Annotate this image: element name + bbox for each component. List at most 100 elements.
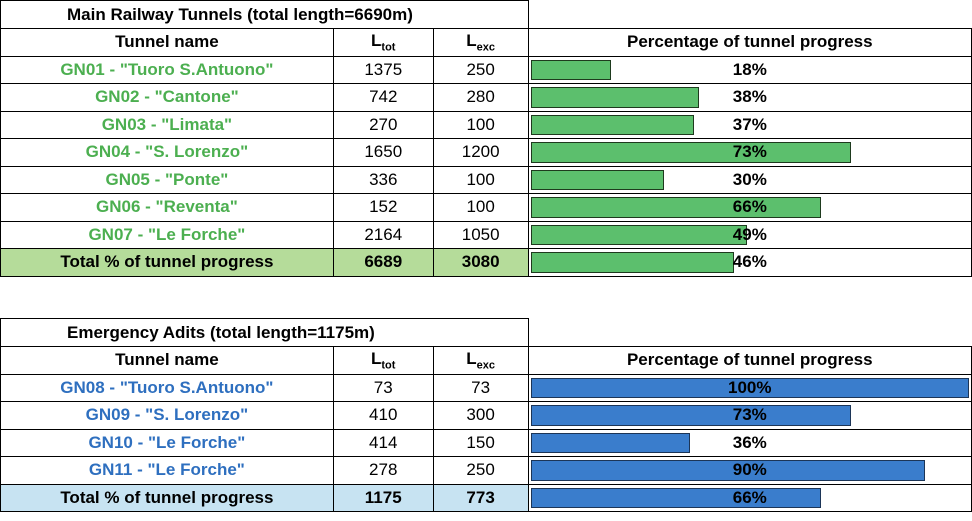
header-ltot-sub: tot xyxy=(381,359,396,372)
progress-percent: 30% xyxy=(732,169,767,189)
table-row: GN08 - "Tuoro S.Antuono" 73 73 100% xyxy=(0,373,972,402)
progress-cell: 46% xyxy=(527,248,972,277)
tunnel-name: GN05 - "Ponte" xyxy=(0,165,334,194)
table-row: GN05 - "Ponte" 336 100 30% xyxy=(0,165,972,194)
progress-percent: 18% xyxy=(732,59,767,79)
header-tunnel-name: Tunnel name xyxy=(0,346,334,375)
total-label: Total % of tunnel progress xyxy=(0,248,334,277)
tunnel-name: GN02 - "Cantone" xyxy=(0,83,334,112)
ltot-value: 278 xyxy=(332,456,434,485)
header-ltot: Ltot xyxy=(332,28,434,57)
progress-bar xyxy=(530,114,694,135)
progress-cell: 36% xyxy=(527,428,972,457)
tunnel-name: GN08 - "Tuoro S.Antuono" xyxy=(0,373,334,402)
ltot-value: 1650 xyxy=(332,138,434,167)
progress-bar xyxy=(530,252,734,273)
ltot-value: 73 xyxy=(332,373,434,402)
lexc-value: 300 xyxy=(432,401,529,430)
main-tunnels-table: Main Railway Tunnels (total length=6690m… xyxy=(0,0,972,277)
progress-percent: 36% xyxy=(732,432,767,452)
header-percentage: Percentage of tunnel progress xyxy=(527,346,972,375)
ltot-value: 1175 xyxy=(332,483,434,512)
progress-bar xyxy=(530,87,699,108)
progress-percent: 73% xyxy=(732,142,767,162)
ltot-value: 6689 xyxy=(332,248,434,277)
table-row: GN01 - "Tuoro S.Antuono" 1375 250 18% xyxy=(0,55,972,84)
table-row: GN03 - "Limata" 270 100 37% xyxy=(0,110,972,139)
tunnel-name: GN07 - "Le Forche" xyxy=(0,220,334,249)
tunnel-name: GN04 - "S. Lorenzo" xyxy=(0,138,334,167)
lexc-value: 1050 xyxy=(432,220,529,249)
progress-percent: 66% xyxy=(732,487,767,507)
progress-bar xyxy=(530,197,821,218)
progress-bar xyxy=(530,460,925,481)
progress-bar xyxy=(530,487,821,508)
progress-cell: 49% xyxy=(527,220,972,249)
ltot-value: 270 xyxy=(332,110,434,139)
table-title: Emergency Adits (total length=1175m) xyxy=(0,318,529,347)
header-percentage: Percentage of tunnel progress xyxy=(527,28,972,57)
lexc-value: 3080 xyxy=(432,248,529,277)
empty-cell xyxy=(528,319,971,347)
ltot-value: 2164 xyxy=(332,220,434,249)
progress-bar xyxy=(530,224,747,245)
lexc-value: 100 xyxy=(432,193,529,222)
progress-bar xyxy=(530,377,969,398)
progress-bar xyxy=(530,405,851,426)
header-lexc-sub: exc xyxy=(476,359,495,372)
header-lexc-sub: exc xyxy=(476,41,496,54)
progress-percent: 38% xyxy=(732,87,767,107)
ltot-value: 1375 xyxy=(332,55,434,84)
total-label: Total % of tunnel progress xyxy=(0,483,334,512)
total-row: Total % of tunnel progress 1175 773 66% xyxy=(0,483,972,512)
progress-percent: 46% xyxy=(732,252,767,272)
progress-bar xyxy=(530,169,664,190)
header-row: Tunnel name Ltot Lexc Percentage of tunnel … xyxy=(0,28,972,57)
ltot-value: 410 xyxy=(332,401,434,430)
tunnel-name: GN10 - "Le Forche" xyxy=(0,428,334,457)
empty-cell xyxy=(528,1,971,29)
progress-percent: 66% xyxy=(732,197,767,217)
total-row: Total % of tunnel progress 6689 3080 46% xyxy=(0,248,972,277)
tunnel-name: GN03 - "Limata" xyxy=(0,110,334,139)
header-lexc: Lexc xyxy=(432,28,529,57)
tunnel-name: GN06 - "Reventa" xyxy=(0,193,334,222)
table-row: GN07 - "Le Forche" 2164 1050 49% xyxy=(0,220,972,249)
progress-percent: 37% xyxy=(732,114,767,134)
progress-cell: 38% xyxy=(527,83,972,112)
lexc-value: 773 xyxy=(432,483,529,512)
lexc-value: 73 xyxy=(432,373,529,402)
progress-cell: 37% xyxy=(527,110,972,139)
emergency-adits-table: Emergency Adits (total length=1175m) Tunn… xyxy=(0,318,972,512)
progress-cell: 66% xyxy=(527,193,972,222)
header-ltot-base: L xyxy=(371,31,382,51)
lexc-value: 250 xyxy=(432,55,529,84)
header-lexc: Lexc xyxy=(432,346,529,375)
table-row: GN06 - "Reventa" 152 100 66% xyxy=(0,193,972,222)
progress-cell: 73% xyxy=(527,401,972,430)
lexc-value: 150 xyxy=(432,428,529,457)
table-row: GN04 - "S. Lorenzo" 1650 1200 73% xyxy=(0,138,972,167)
table-title-row: Main Railway Tunnels (total length=6690m… xyxy=(0,0,972,29)
progress-cell: 100% xyxy=(527,373,972,402)
table-title-row: Emergency Adits (total length=1175m) xyxy=(0,318,972,347)
ltot-value: 742 xyxy=(332,83,434,112)
header-ltot-base: L xyxy=(371,349,382,369)
table-row: GN10 - "Le Forche" 414 150 36% xyxy=(0,428,972,457)
progress-percent: 90% xyxy=(732,460,767,480)
header-lexc-base: L xyxy=(466,349,477,369)
progress-cell: 73% xyxy=(527,138,972,167)
progress-cell: 66% xyxy=(527,483,972,512)
header-lexc-base: L xyxy=(466,31,477,51)
ltot-value: 152 xyxy=(332,193,434,222)
progress-bar xyxy=(530,142,851,163)
progress-bar xyxy=(530,59,611,80)
tunnel-name: GN01 - "Tuoro S.Antuono" xyxy=(0,55,334,84)
lexc-value: 280 xyxy=(432,83,529,112)
tunnel-name: GN11 - "Le Forche" xyxy=(0,456,334,485)
lexc-value: 250 xyxy=(432,456,529,485)
table-row: GN09 - "S. Lorenzo" 410 300 73% xyxy=(0,401,972,430)
progress-percent: 100% xyxy=(728,377,772,397)
header-ltot-sub: tot xyxy=(381,41,396,54)
main-tunnels-body: Main Railway Tunnels (total length=6690m… xyxy=(0,0,972,277)
